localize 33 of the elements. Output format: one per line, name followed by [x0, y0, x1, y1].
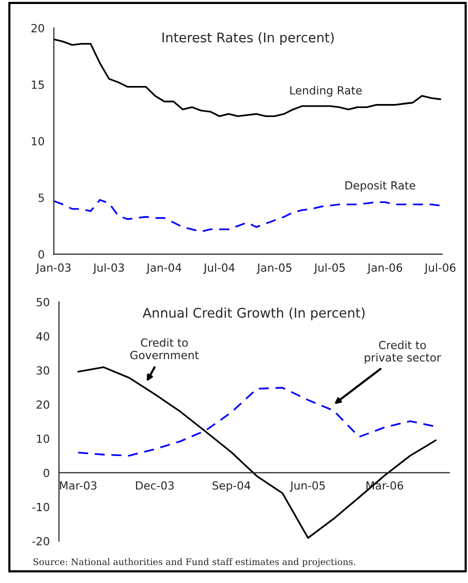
series-label: Credit to Government [130, 338, 199, 360]
chart-title: Interest Rates (In percent) [162, 32, 334, 46]
x-tick-label: Jun-05 [290, 481, 325, 492]
y-tick-label: 20 [36, 400, 50, 409]
x-tick-label: Jan-04 [146, 263, 182, 274]
chart-title: Annual Credit Growth (In percent) [142, 308, 365, 320]
y-tick-label: 0 [38, 250, 44, 259]
x-tick-label: Jul-06 [424, 263, 456, 274]
y-tick-label: 40 [36, 332, 50, 341]
y-tick-label: 15 [32, 80, 44, 89]
x-tick-label: Jan-06 [366, 263, 402, 274]
y-tick-label: 5 [38, 194, 44, 202]
text: Credit to private sector [364, 340, 442, 364]
y-tick-label: 0 [44, 468, 50, 478]
y-tick-label: -10 [32, 502, 50, 512]
x-tick-label: Jul-05 [314, 263, 345, 274]
series-label: Lending Rate [290, 86, 362, 97]
y-tick-label: 50 [36, 298, 50, 306]
x-tick-label: Jan-05 [256, 263, 292, 274]
y-tick-label: 10 [32, 137, 44, 146]
x-tick-label: Sep-04 [212, 481, 250, 492]
line-series [54, 199, 442, 232]
y-tick-label: 10 [37, 434, 50, 443]
series-label: Deposit Rate [345, 180, 416, 192]
y-tick-label: 20 [31, 24, 44, 32]
x-tick-label: Jul-03 [92, 263, 124, 274]
x-tick-label: Mar-03 [60, 481, 96, 490]
x-tick-label: Dec-03 [136, 481, 174, 490]
x-tick-label: Jul-04 [203, 263, 235, 274]
x-tick-label: Jan-03 [36, 263, 71, 274]
y-tick-label: -20 [32, 537, 50, 546]
y-tick-label: 30 [36, 366, 50, 375]
source-note: Source: National authorities and Fund staff estimates and projections. [34, 558, 356, 568]
